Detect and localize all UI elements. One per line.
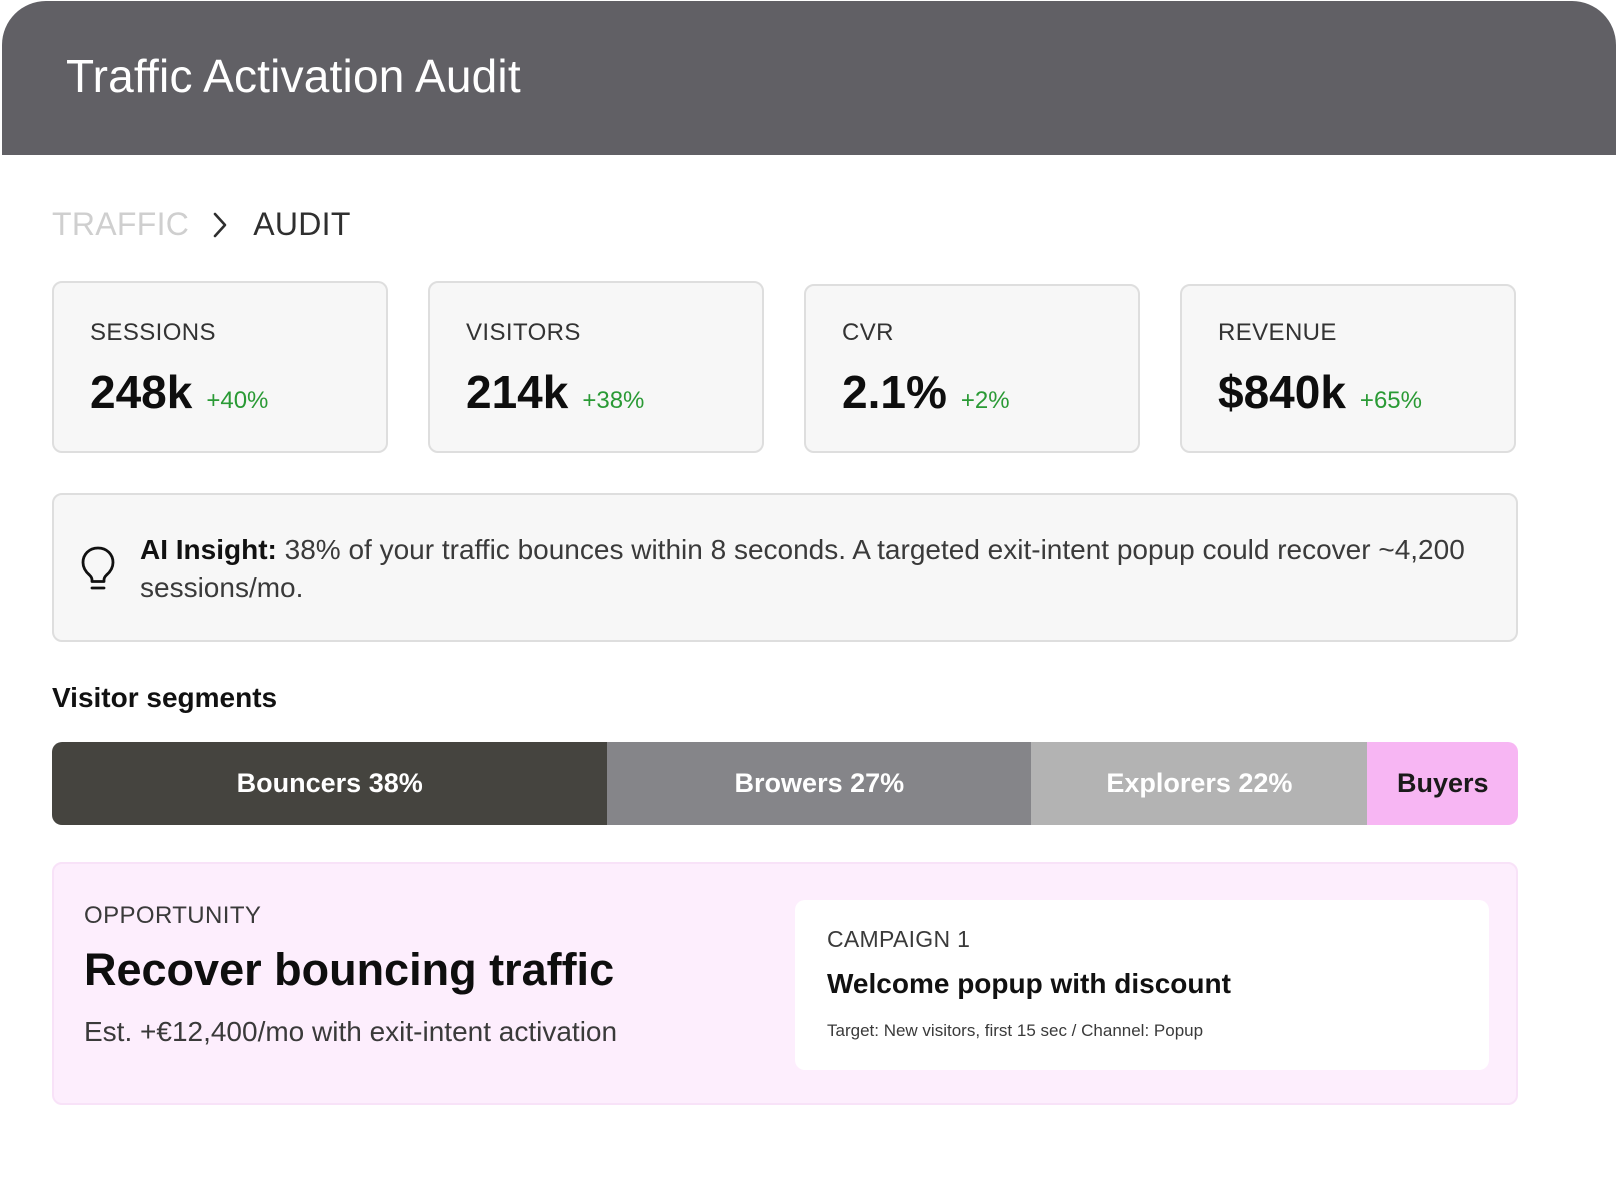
kpi-delta: +38% bbox=[582, 387, 645, 414]
campaign-meta: Target: New visitors, first 15 sec / Cha… bbox=[827, 1021, 1204, 1040]
kpi-value: 2.1% bbox=[842, 366, 947, 418]
kpi-value-line: 2.1% +2% bbox=[842, 365, 1010, 419]
opportunity-estimate: Est. +€12,400/mo with exit-intent activa… bbox=[84, 1016, 618, 1047]
segment-browsers[interactable]: Browers 27% bbox=[607, 742, 1032, 825]
insight-body: 38% of your traffic bounces within 8 sec… bbox=[140, 534, 1465, 603]
visitor-segments-title: Visitor segments bbox=[52, 682, 278, 713]
breadcrumb-current: AUDIT bbox=[253, 206, 351, 242]
kpi-label: CVR bbox=[842, 319, 894, 346]
opportunity-panel: OPPORTUNITY Recover bouncing traffic Est… bbox=[52, 862, 1518, 1105]
segment-bouncers[interactable]: Bouncers 38% bbox=[52, 742, 608, 825]
opportunity-eyebrow: OPPORTUNITY bbox=[84, 902, 262, 929]
insight-text: AI Insight: 38% of your traffic bounces … bbox=[140, 531, 1480, 607]
kpi-delta: +65% bbox=[1359, 387, 1422, 414]
campaign-card[interactable]: CAMPAIGN 1 Welcome popup with discount T… bbox=[795, 900, 1489, 1070]
kpi-label: REVENUE bbox=[1218, 319, 1337, 346]
opportunity-title: Recover bouncing traffic bbox=[84, 944, 615, 995]
kpi-label: VISITORS bbox=[466, 319, 581, 346]
kpi-delta: +40% bbox=[206, 387, 269, 414]
ai-insight-panel: AI Insight: 38% of your traffic bounces … bbox=[52, 493, 1518, 642]
kpi-value-line: 214k +38% bbox=[466, 365, 644, 419]
kpi-value: $840k bbox=[1218, 366, 1346, 418]
kpi-card-sessions: SESSIONS 248k +40% bbox=[52, 281, 388, 453]
chevron-right-icon bbox=[211, 211, 229, 239]
kpi-card-revenue: REVENUE $840k +65% bbox=[1180, 284, 1516, 453]
kpi-card-visitors: VISITORS 214k +38% bbox=[428, 281, 764, 453]
kpi-label: SESSIONS bbox=[90, 319, 216, 346]
kpi-value-line: 248k +40% bbox=[90, 365, 268, 419]
campaign-title: Welcome popup with discount bbox=[827, 968, 1231, 999]
app-header: Traffic Activation Audit bbox=[2, 1, 1616, 155]
kpi-value: 214k bbox=[466, 366, 569, 418]
breadcrumb: TRAFFIC AUDIT bbox=[52, 206, 351, 243]
kpi-row: SESSIONS 248k +40% VISITORS 214k +38% CV… bbox=[52, 281, 1568, 457]
visitor-segments-bar: Bouncers 38% Browers 27% Explorers 22% B… bbox=[52, 742, 1518, 825]
kpi-value-line: $840k +65% bbox=[1218, 365, 1422, 419]
kpi-value: 248k bbox=[90, 366, 193, 418]
breadcrumb-traffic-link[interactable]: TRAFFIC bbox=[52, 206, 190, 242]
segment-explorers[interactable]: Explorers 22% bbox=[1031, 742, 1368, 825]
lightbulb-icon bbox=[80, 545, 116, 593]
kpi-delta: +2% bbox=[960, 387, 1010, 414]
segment-buyers[interactable]: Buyers bbox=[1367, 742, 1518, 825]
app-title: Traffic Activation Audit bbox=[66, 50, 521, 102]
kpi-card-cvr: CVR 2.1% +2% bbox=[804, 284, 1140, 453]
campaign-label: CAMPAIGN 1 bbox=[827, 926, 971, 952]
insight-title: AI Insight: bbox=[140, 534, 277, 565]
